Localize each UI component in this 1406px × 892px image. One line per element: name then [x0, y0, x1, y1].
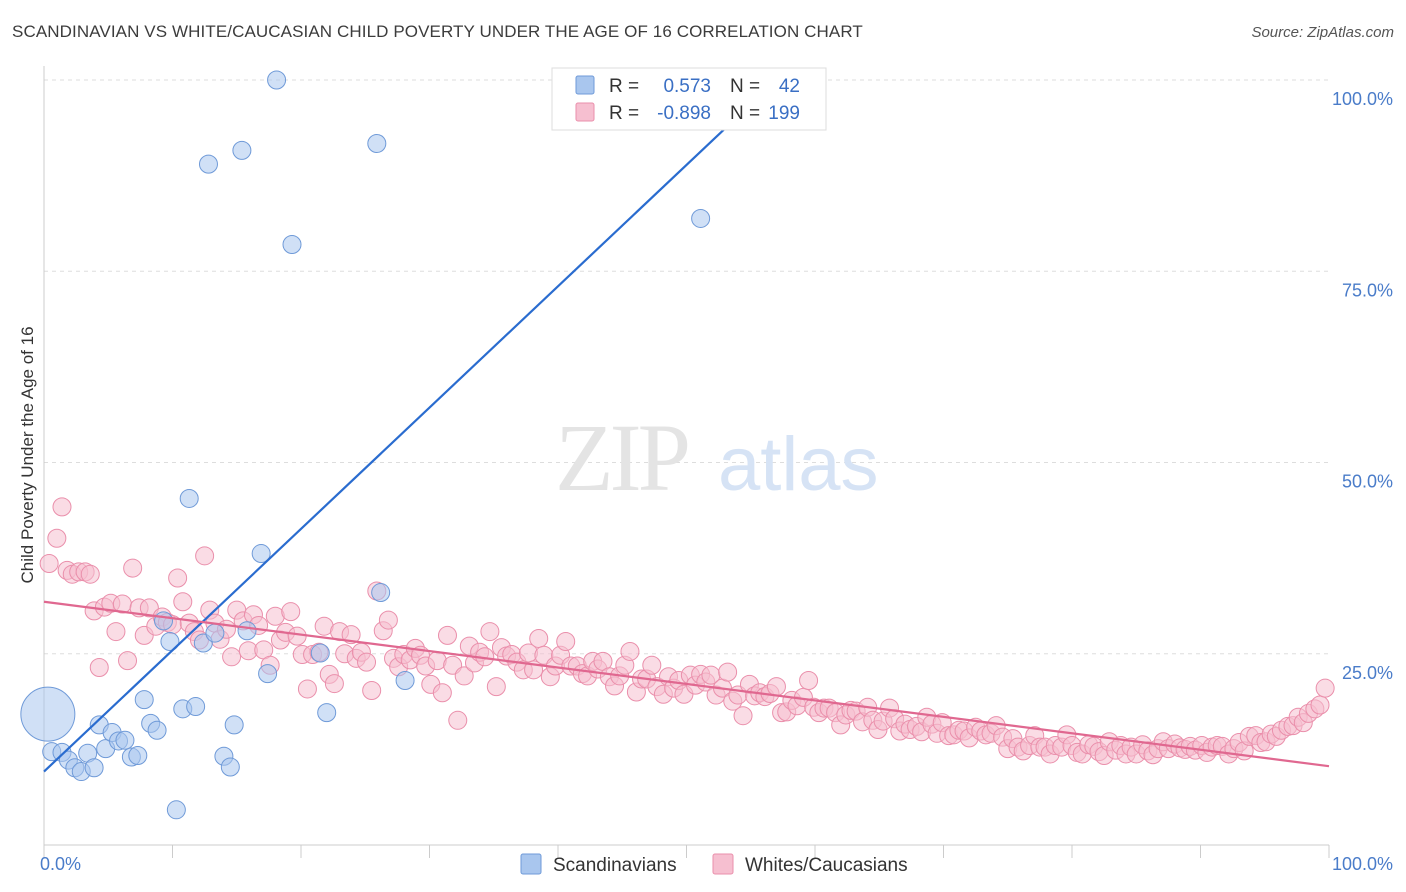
- scandinavians-points: [20, 70, 711, 820]
- whites-caucasians-points: [39, 497, 1335, 765]
- white-caucasian-point: [123, 558, 143, 578]
- white-caucasian-point: [324, 674, 344, 694]
- scandinavian-point: [147, 720, 167, 740]
- white-caucasian-point: [357, 652, 377, 672]
- white-caucasian-point: [139, 598, 159, 618]
- series-legend-label-scandinavians: Scandinavians: [553, 855, 677, 876]
- scandinavian-point: [84, 758, 104, 778]
- white-caucasian-point: [80, 564, 100, 584]
- legend-swatch-scandinavians: [575, 75, 595, 95]
- watermark-zip: ZIP: [555, 404, 688, 511]
- white-caucasian-point: [89, 658, 109, 678]
- source-note: Source: ZipAtlas.com: [1251, 24, 1394, 41]
- series-legend-swatch-scandinavians: [520, 853, 542, 875]
- legend-n-label-1: N =: [730, 103, 760, 124]
- series-legend-label-whites-caucasians: Whites/Caucasians: [745, 855, 908, 876]
- y-tick-label-100: 100.0%: [1332, 89, 1393, 109]
- scandinavian-point: [186, 697, 206, 717]
- white-caucasian-point: [39, 553, 59, 573]
- scandinavian-point: [251, 544, 271, 564]
- white-caucasian-point: [118, 651, 138, 671]
- legend-r-label-1: R =: [609, 103, 639, 124]
- white-caucasian-point: [766, 677, 786, 697]
- x-tick-label-0: 0.0%: [40, 854, 81, 874]
- white-caucasian-point: [168, 568, 188, 588]
- scandinavian-point: [282, 234, 302, 254]
- white-caucasian-point: [1315, 678, 1335, 698]
- trend-line-whites-caucasians: [43, 600, 1330, 768]
- legend-n-value-0: 42: [779, 76, 800, 97]
- scandinavian-point: [160, 632, 180, 652]
- scandinavian-point: [179, 488, 199, 508]
- legend-r-value-0: 0.573: [663, 76, 711, 97]
- scandinavian-point: [115, 730, 135, 750]
- scandinavian-point: [317, 703, 337, 723]
- series-legend: Scandinavians Whites/Caucasians: [520, 853, 908, 876]
- white-caucasian-point: [297, 679, 317, 699]
- white-caucasian-point: [733, 706, 753, 726]
- white-caucasian-point: [448, 710, 468, 730]
- scandinavian-point: [198, 154, 218, 174]
- white-caucasian-point: [556, 632, 576, 652]
- legend-swatch-whites-caucasians: [575, 102, 595, 122]
- stats-legend: R = 0.573 N = 42 R = -0.898 N = 199: [551, 67, 827, 131]
- white-caucasian-point: [486, 677, 506, 697]
- white-caucasian-point: [195, 546, 215, 566]
- scandinavian-point: [166, 800, 186, 820]
- legend-r-label-0: R =: [609, 76, 639, 97]
- white-caucasian-point: [432, 683, 452, 703]
- white-caucasian-point: [106, 622, 126, 642]
- stats-legend-box: [551, 67, 827, 131]
- legend-n-label-0: N =: [730, 76, 760, 97]
- scandinavian-point: [128, 745, 148, 765]
- white-caucasian-point: [454, 666, 474, 686]
- white-caucasian-point: [52, 497, 72, 517]
- scandinavian-point: [310, 643, 330, 663]
- white-caucasian-point: [529, 628, 549, 648]
- white-caucasian-point: [1310, 695, 1330, 715]
- scandinavian-point: [154, 611, 174, 631]
- scandinavian-point: [267, 70, 287, 90]
- y-tick-label-25: 25.0%: [1342, 663, 1393, 683]
- white-caucasian-point: [437, 625, 457, 645]
- y-tick-label-75: 75.0%: [1342, 280, 1393, 300]
- y-axis-label: Child Poverty Under the Age of 16: [18, 326, 37, 583]
- scandinavian-point: [258, 664, 278, 684]
- white-caucasian-point: [222, 647, 242, 667]
- scandinavian-point: [237, 621, 257, 641]
- scandinavian-point: [395, 671, 415, 691]
- white-caucasian-point: [47, 528, 67, 548]
- trend-line-scandinavians: [43, 79, 778, 773]
- white-caucasian-point: [620, 641, 640, 661]
- white-caucasian-point: [341, 625, 361, 645]
- white-caucasian-point: [480, 622, 500, 642]
- legend-n-value-1: 199: [768, 103, 800, 124]
- x-tick-label-100: 100.0%: [1332, 854, 1393, 874]
- legend-r-value-1: -0.898: [657, 103, 711, 124]
- trend-lines: [43, 79, 1330, 773]
- scandinavian-point: [134, 690, 154, 710]
- scandinavian-point: [220, 757, 240, 777]
- scandinavian-point: [205, 623, 225, 643]
- watermark-atlas: atlas: [718, 422, 879, 507]
- white-caucasian-point: [281, 602, 301, 622]
- white-caucasian-point: [378, 610, 398, 630]
- scandinavian-point: [691, 208, 711, 228]
- chart-title: SCANDINAVIAN VS WHITE/CAUCASIAN CHILD PO…: [12, 22, 863, 41]
- y-tick-label-50: 50.0%: [1342, 472, 1393, 492]
- tick-labels: 25.0% 50.0% 75.0% 100.0% 0.0% 100.0%: [40, 89, 1393, 874]
- scandinavian-point: [232, 140, 252, 160]
- scandinavian-point: [20, 686, 76, 742]
- scandinavian-point: [224, 715, 244, 735]
- scandinavian-point: [367, 133, 387, 153]
- scandinavian-point: [371, 583, 391, 603]
- white-caucasian-point: [287, 626, 307, 646]
- white-caucasian-point: [718, 662, 738, 682]
- white-caucasian-point: [799, 671, 819, 691]
- white-caucasian-point: [362, 680, 382, 700]
- white-caucasian-point: [642, 655, 662, 675]
- white-caucasian-point: [173, 592, 193, 612]
- series-legend-swatch-whites-caucasians: [712, 853, 734, 875]
